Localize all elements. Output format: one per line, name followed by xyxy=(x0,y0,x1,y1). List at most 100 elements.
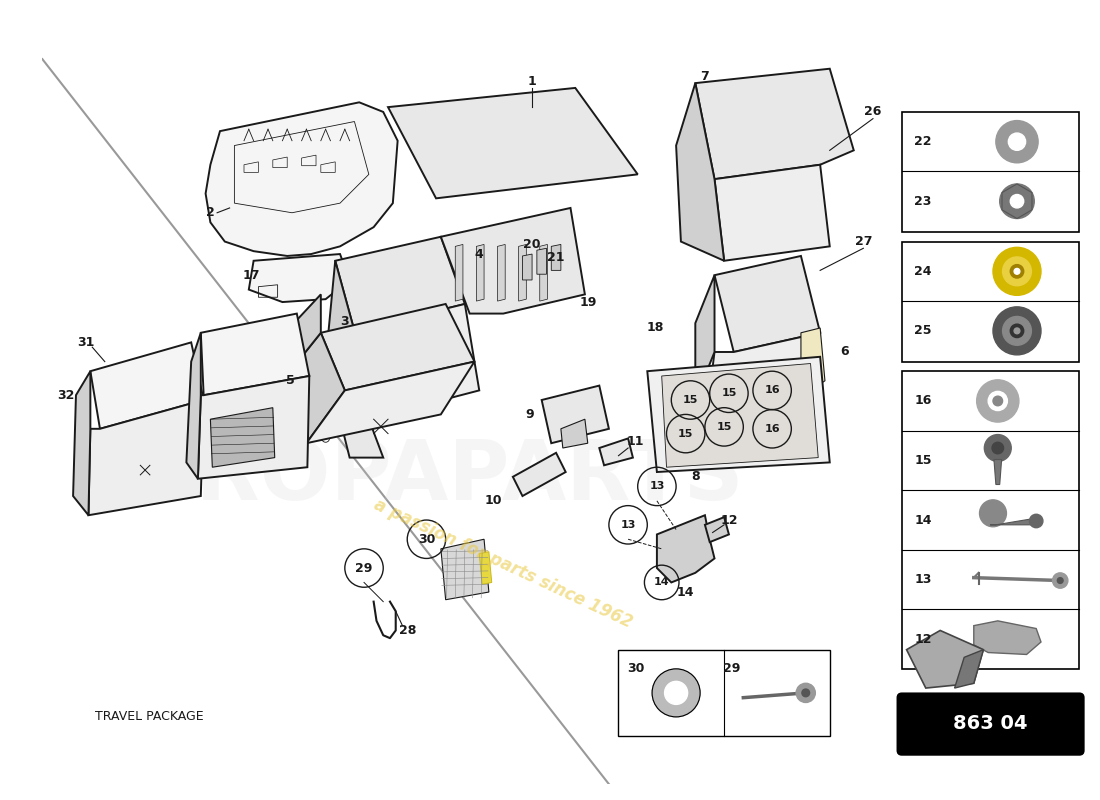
Circle shape xyxy=(992,442,1003,454)
Text: 15: 15 xyxy=(914,454,932,467)
Text: 16: 16 xyxy=(764,424,780,434)
Polygon shape xyxy=(994,459,1002,485)
Polygon shape xyxy=(307,362,474,443)
Text: TRAVEL PACKAGE: TRAVEL PACKAGE xyxy=(96,710,204,723)
Text: 32: 32 xyxy=(57,389,75,402)
Circle shape xyxy=(996,121,1038,163)
Circle shape xyxy=(977,380,1019,422)
Text: 30: 30 xyxy=(627,662,645,675)
Polygon shape xyxy=(676,83,724,261)
Text: 26: 26 xyxy=(865,106,881,118)
Text: 3: 3 xyxy=(341,314,349,328)
Circle shape xyxy=(1057,578,1063,583)
Circle shape xyxy=(1010,324,1024,338)
Polygon shape xyxy=(354,304,480,419)
Text: 12: 12 xyxy=(914,633,932,646)
Text: 16: 16 xyxy=(764,386,780,395)
Polygon shape xyxy=(551,245,561,270)
Circle shape xyxy=(993,307,1041,355)
Polygon shape xyxy=(210,408,275,467)
Circle shape xyxy=(652,669,700,717)
Circle shape xyxy=(1014,269,1020,274)
Polygon shape xyxy=(715,165,829,261)
Polygon shape xyxy=(541,386,609,443)
Polygon shape xyxy=(249,254,350,302)
Text: 10: 10 xyxy=(485,494,503,507)
Polygon shape xyxy=(441,539,488,600)
Polygon shape xyxy=(906,630,983,688)
Text: 27: 27 xyxy=(855,235,872,248)
Circle shape xyxy=(1030,514,1043,528)
Text: 7: 7 xyxy=(701,70,710,83)
Circle shape xyxy=(993,396,1002,406)
Text: 15: 15 xyxy=(683,395,698,405)
Polygon shape xyxy=(974,621,1041,654)
Text: EUROPAPARTS: EUROPAPARTS xyxy=(70,436,744,518)
Text: 13: 13 xyxy=(620,520,636,530)
Polygon shape xyxy=(283,333,344,443)
Polygon shape xyxy=(715,256,821,352)
Text: 1: 1 xyxy=(528,74,537,88)
Polygon shape xyxy=(705,333,821,429)
Circle shape xyxy=(984,434,1011,462)
Text: a passion for parts since 1962: a passion for parts since 1962 xyxy=(371,495,636,631)
Circle shape xyxy=(1009,133,1025,150)
Text: 13: 13 xyxy=(914,573,932,586)
Circle shape xyxy=(1053,573,1068,588)
Polygon shape xyxy=(326,261,354,419)
Circle shape xyxy=(1014,328,1020,334)
Circle shape xyxy=(979,500,1006,526)
Text: 9: 9 xyxy=(526,408,535,421)
Text: 23: 23 xyxy=(914,194,932,208)
Text: 13: 13 xyxy=(649,482,664,491)
Polygon shape xyxy=(695,69,854,179)
Text: 15: 15 xyxy=(722,388,737,398)
Circle shape xyxy=(993,247,1041,295)
Polygon shape xyxy=(600,438,632,466)
Polygon shape xyxy=(657,515,715,582)
Polygon shape xyxy=(705,517,729,542)
Polygon shape xyxy=(441,208,585,314)
Text: 4: 4 xyxy=(475,247,484,261)
Polygon shape xyxy=(455,245,463,301)
Polygon shape xyxy=(336,237,465,331)
Circle shape xyxy=(1002,257,1032,286)
Circle shape xyxy=(664,682,688,704)
Circle shape xyxy=(1010,265,1024,278)
Text: 2: 2 xyxy=(206,206,214,219)
Polygon shape xyxy=(902,112,1079,232)
Polygon shape xyxy=(90,342,204,429)
Text: 25: 25 xyxy=(914,324,932,338)
Circle shape xyxy=(1002,317,1032,346)
FancyBboxPatch shape xyxy=(898,694,1084,754)
Circle shape xyxy=(1010,194,1024,208)
Text: 863 04: 863 04 xyxy=(953,714,1027,733)
Polygon shape xyxy=(618,650,829,736)
Polygon shape xyxy=(88,400,204,515)
Polygon shape xyxy=(198,376,309,478)
Text: 14: 14 xyxy=(676,586,694,598)
Text: 30: 30 xyxy=(418,533,436,546)
Polygon shape xyxy=(902,242,1079,362)
Text: 29: 29 xyxy=(723,662,740,675)
Text: 15: 15 xyxy=(678,429,693,438)
Polygon shape xyxy=(647,357,829,472)
Text: 21: 21 xyxy=(548,251,564,264)
Text: 18: 18 xyxy=(647,322,663,334)
Polygon shape xyxy=(201,314,309,395)
Circle shape xyxy=(1000,184,1034,218)
Text: 28: 28 xyxy=(398,624,416,637)
Circle shape xyxy=(988,391,1008,410)
Text: 19: 19 xyxy=(579,295,596,309)
Text: 22: 22 xyxy=(914,135,932,148)
Circle shape xyxy=(796,683,815,702)
Polygon shape xyxy=(990,518,1036,525)
Polygon shape xyxy=(902,371,1079,669)
Polygon shape xyxy=(513,453,565,496)
Circle shape xyxy=(802,689,810,697)
Polygon shape xyxy=(340,419,383,458)
Text: 8: 8 xyxy=(691,470,700,483)
Polygon shape xyxy=(540,245,548,301)
Text: 11: 11 xyxy=(627,434,645,448)
Text: 20: 20 xyxy=(524,238,541,251)
